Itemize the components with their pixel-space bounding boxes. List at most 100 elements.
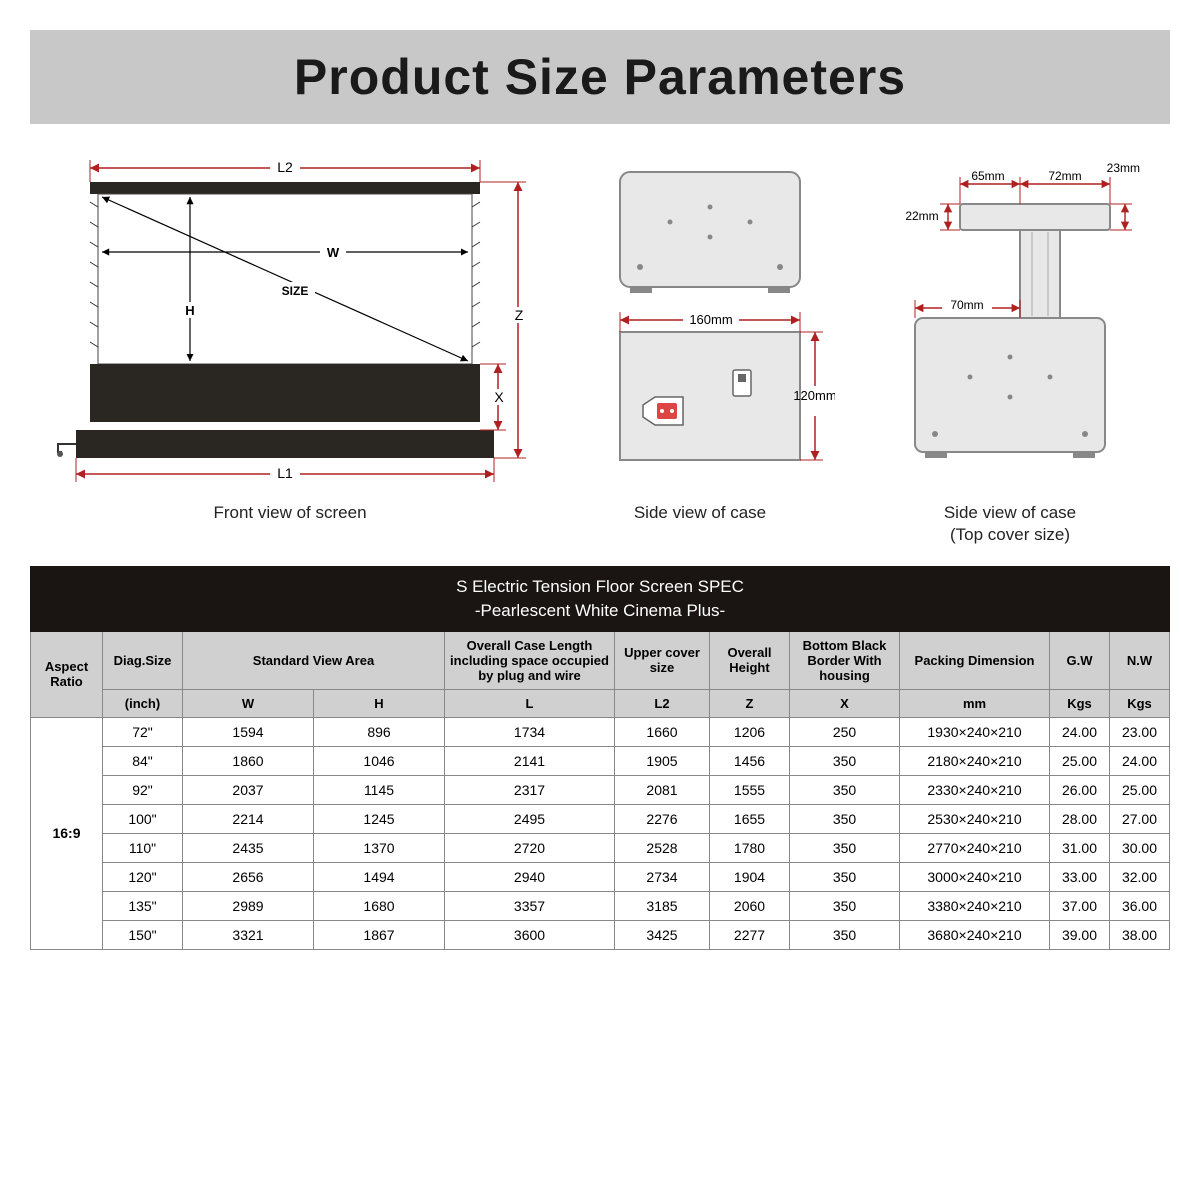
diagrams-row: L2 L1 Z X bbox=[30, 152, 1170, 546]
cell-L2: 2528 bbox=[615, 833, 710, 862]
cell-L: 3600 bbox=[445, 920, 615, 949]
cell-H: 1046 bbox=[314, 746, 445, 775]
sub-L2: L2 bbox=[615, 689, 710, 717]
cell-Z: 1206 bbox=[710, 717, 790, 746]
cell-nw: 24.00 bbox=[1110, 746, 1170, 775]
cell-Z: 1456 bbox=[710, 746, 790, 775]
cell-aspect: 16:9 bbox=[31, 717, 103, 949]
cell-H: 1494 bbox=[314, 862, 445, 891]
cell-W: 2989 bbox=[183, 891, 314, 920]
cell-H: 1245 bbox=[314, 804, 445, 833]
cell-H: 1145 bbox=[314, 775, 445, 804]
cell-L: 2720 bbox=[445, 833, 615, 862]
sub-X: X bbox=[790, 689, 900, 717]
cell-X: 350 bbox=[790, 862, 900, 891]
table-row: 150"332118673600342522773503680×240×2103… bbox=[31, 920, 1170, 949]
spec-title-l2: -Pearlescent White Cinema Plus- bbox=[475, 601, 725, 620]
hdr-view: Standard View Area bbox=[183, 631, 445, 689]
cell-gw: 24.00 bbox=[1050, 717, 1110, 746]
cell-gw: 28.00 bbox=[1050, 804, 1110, 833]
cell-H: 1867 bbox=[314, 920, 445, 949]
table-row: 84"186010462141190514563502180×240×21025… bbox=[31, 746, 1170, 775]
cell-X: 350 bbox=[790, 891, 900, 920]
sub-W: W bbox=[183, 689, 314, 717]
side2-caption-l1: Side view of case bbox=[944, 503, 1076, 522]
cell-L2: 2276 bbox=[615, 804, 710, 833]
table-row: 16:972"15948961734166012062501930×240×21… bbox=[31, 717, 1170, 746]
cell-pack: 2330×240×210 bbox=[900, 775, 1050, 804]
label-W: W bbox=[327, 245, 340, 260]
cell-L2: 1660 bbox=[615, 717, 710, 746]
sub-mm: mm bbox=[900, 689, 1050, 717]
hdr-nw: N.W bbox=[1110, 631, 1170, 689]
cell-inch: 110" bbox=[103, 833, 183, 862]
spec-title: S Electric Tension Floor Screen SPEC -Pe… bbox=[31, 567, 1170, 632]
side2-caption-l2: (Top cover size) bbox=[950, 525, 1070, 544]
cell-inch: 92" bbox=[103, 775, 183, 804]
cell-H: 1680 bbox=[314, 891, 445, 920]
cell-L2: 2734 bbox=[615, 862, 710, 891]
hdr-bottom: Bottom Black Border With housing bbox=[790, 631, 900, 689]
side1-svg: 160mm 120mm bbox=[565, 152, 835, 492]
cell-L2: 1905 bbox=[615, 746, 710, 775]
table-row: 92"203711452317208115553502330×240×21026… bbox=[31, 775, 1170, 804]
label-H: H bbox=[185, 303, 194, 318]
label-L2: L2 bbox=[277, 159, 293, 175]
front-view-col: L2 L1 Z X bbox=[40, 152, 540, 524]
cell-pack: 1930×240×210 bbox=[900, 717, 1050, 746]
table-row: 120"265614942940273419043503000×240×2103… bbox=[31, 862, 1170, 891]
cell-gw: 26.00 bbox=[1050, 775, 1110, 804]
label-L1: L1 bbox=[277, 465, 293, 481]
cell-nw: 32.00 bbox=[1110, 862, 1170, 891]
label-Z: Z bbox=[515, 307, 524, 323]
side1-caption: Side view of case bbox=[634, 502, 766, 524]
hdr-diag: Diag.Size bbox=[103, 631, 183, 689]
label-160mm: 160mm bbox=[689, 312, 732, 327]
cell-X: 250 bbox=[790, 717, 900, 746]
hdr-caselen: Overall Case Length including space occu… bbox=[445, 631, 615, 689]
hdr-overallh: Overall Height bbox=[710, 631, 790, 689]
cell-X: 350 bbox=[790, 804, 900, 833]
sub-kgs1: Kgs bbox=[1050, 689, 1110, 717]
hdr-packing: Packing Dimension bbox=[900, 631, 1050, 689]
cell-Z: 1655 bbox=[710, 804, 790, 833]
cell-inch: 150" bbox=[103, 920, 183, 949]
cell-gw: 37.00 bbox=[1050, 891, 1110, 920]
cell-W: 2435 bbox=[183, 833, 314, 862]
cell-inch: 135" bbox=[103, 891, 183, 920]
cell-H: 1370 bbox=[314, 833, 445, 862]
cell-W: 2214 bbox=[183, 804, 314, 833]
front-view-svg: L2 L1 Z X bbox=[40, 152, 540, 492]
label-70mm: 70mm bbox=[950, 298, 983, 312]
cell-Z: 1780 bbox=[710, 833, 790, 862]
label-X: X bbox=[494, 389, 504, 405]
title-bar: Product Size Parameters bbox=[30, 30, 1170, 124]
cell-L: 2317 bbox=[445, 775, 615, 804]
spec-table: S Electric Tension Floor Screen SPEC -Pe… bbox=[30, 566, 1170, 950]
cell-nw: 38.00 bbox=[1110, 920, 1170, 949]
cell-inch: 84" bbox=[103, 746, 183, 775]
cell-gw: 39.00 bbox=[1050, 920, 1110, 949]
cell-inch: 120" bbox=[103, 862, 183, 891]
cell-X: 350 bbox=[790, 746, 900, 775]
table-row: 100"221412452495227616553502530×240×2102… bbox=[31, 804, 1170, 833]
cell-inch: 100" bbox=[103, 804, 183, 833]
front-caption: Front view of screen bbox=[213, 502, 366, 524]
cell-L: 1734 bbox=[445, 717, 615, 746]
hdr-gw: G.W bbox=[1050, 631, 1110, 689]
label-72mm: 72mm bbox=[1048, 169, 1081, 183]
sub-H: H bbox=[314, 689, 445, 717]
cell-pack: 3680×240×210 bbox=[900, 920, 1050, 949]
cell-gw: 31.00 bbox=[1050, 833, 1110, 862]
cell-Z: 2277 bbox=[710, 920, 790, 949]
cell-W: 2656 bbox=[183, 862, 314, 891]
cell-H: 896 bbox=[314, 717, 445, 746]
cell-Z: 1555 bbox=[710, 775, 790, 804]
cell-gw: 25.00 bbox=[1050, 746, 1110, 775]
cell-pack: 2770×240×210 bbox=[900, 833, 1050, 862]
cell-L2: 2081 bbox=[615, 775, 710, 804]
cell-pack: 2180×240×210 bbox=[900, 746, 1050, 775]
sub-L: L bbox=[445, 689, 615, 717]
label-120mm: 120mm bbox=[793, 388, 835, 403]
sub-inch: (inch) bbox=[103, 689, 183, 717]
